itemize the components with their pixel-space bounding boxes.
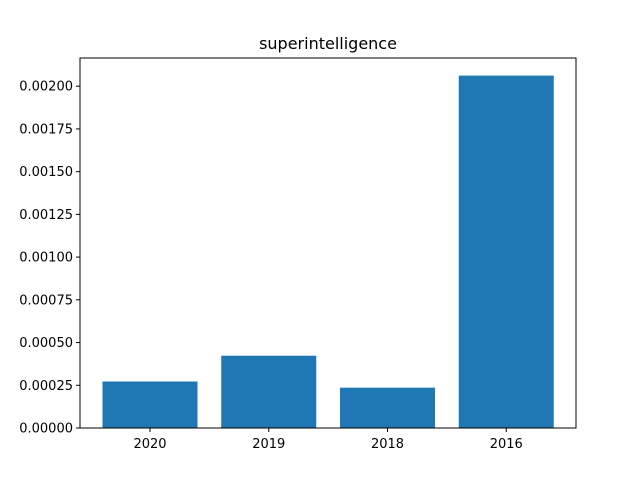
- bar-2019: [221, 355, 317, 428]
- plot-frame: [79, 57, 577, 429]
- bar-2018: [340, 387, 435, 428]
- y-tick-label-3: 0.00075: [19, 293, 73, 308]
- y-axis: 0.00000 0.00025 0.00050 0.00075 0.00100 0.001…: [19, 80, 80, 437]
- bars-group: [102, 75, 554, 428]
- y-tick-label-1: 0.00025: [19, 379, 73, 394]
- chart-title: superintelligence: [259, 34, 397, 53]
- y-tick-label-5: 0.00125: [19, 208, 73, 223]
- bar-2016: [458, 75, 554, 428]
- y-tick-label-2: 0.00050: [19, 336, 73, 351]
- y-tick-label-8: 0.00200: [19, 80, 73, 95]
- x-tick-label-2019: 2019: [252, 437, 285, 452]
- y-tick-label-7: 0.00175: [19, 122, 73, 137]
- y-tick-label-0: 0.00000: [19, 422, 73, 437]
- x-tick-label-2020: 2020: [133, 437, 166, 452]
- x-tick-label-2016: 2016: [490, 437, 523, 452]
- x-axis: 2020 2019 2018 2016: [133, 428, 523, 452]
- y-tick-label-4: 0.00100: [19, 251, 73, 266]
- bar-2020: [102, 381, 198, 428]
- x-tick-label-2018: 2018: [371, 437, 404, 452]
- y-tick-label-6: 0.00150: [19, 165, 73, 180]
